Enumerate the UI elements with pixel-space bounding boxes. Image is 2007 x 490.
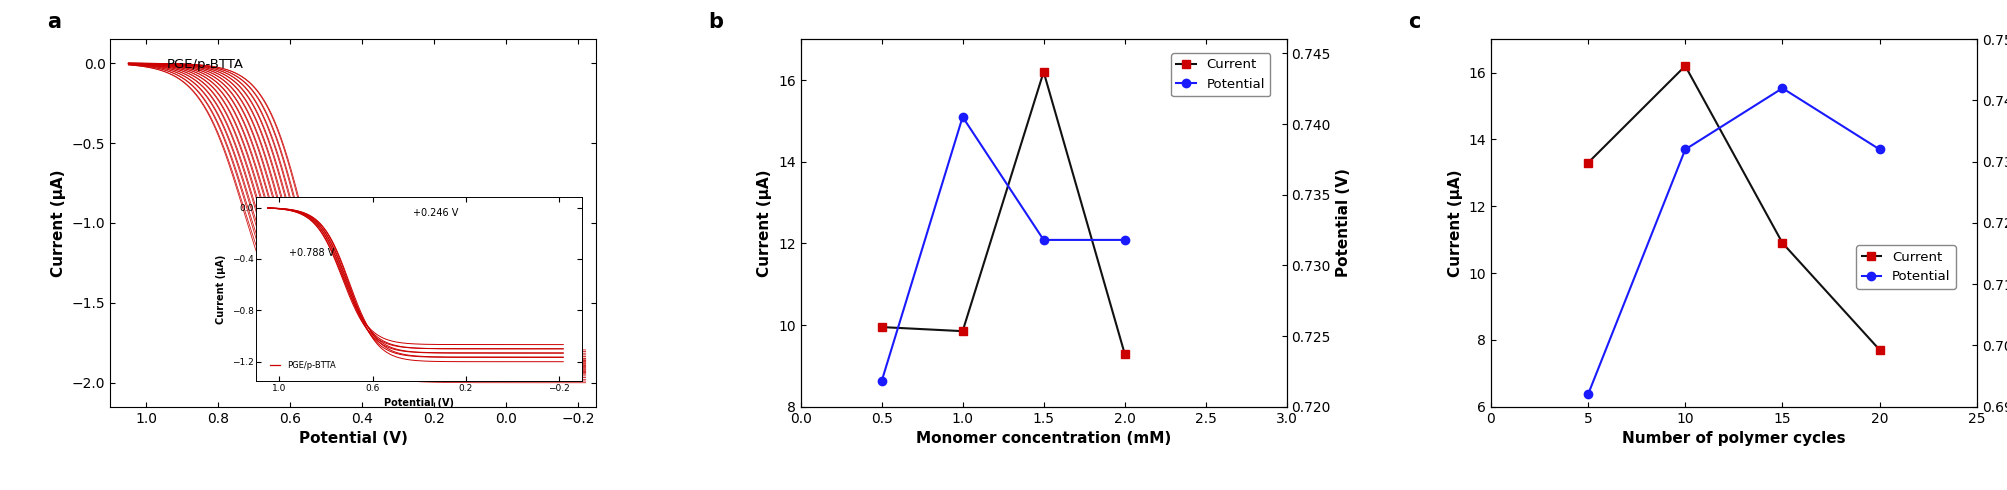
Text: a: a (48, 12, 60, 32)
X-axis label: Number of polymer cycles: Number of polymer cycles (1622, 431, 1846, 446)
Y-axis label: Current (μA): Current (μA) (1447, 169, 1463, 277)
Y-axis label: Potential (V): Potential (V) (1337, 169, 1351, 277)
X-axis label: Potential (V): Potential (V) (299, 431, 407, 446)
Y-axis label: Current (μA): Current (μA) (52, 169, 66, 277)
Text: b: b (708, 12, 723, 32)
Legend: Current, Potential: Current, Potential (1856, 245, 1955, 289)
X-axis label: Monomer concentration (mM): Monomer concentration (mM) (915, 431, 1172, 446)
Legend: Current, Potential: Current, Potential (1170, 53, 1270, 97)
Y-axis label: Current (μA): Current (μA) (757, 169, 773, 277)
Text: c: c (1409, 12, 1421, 32)
Legend: PGE/p-BTTA: PGE/p-BTTA (126, 53, 249, 77)
